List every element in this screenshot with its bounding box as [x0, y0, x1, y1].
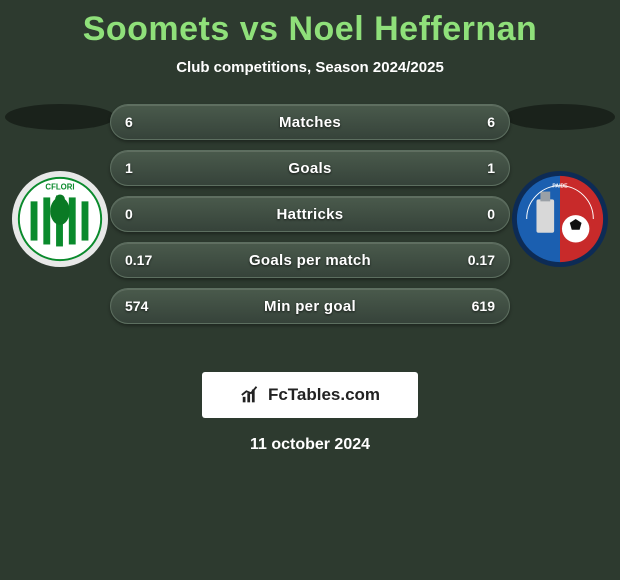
- page-title: Soomets vs Noel Heffernan: [0, 0, 620, 49]
- stat-row-matches: 6 Matches 6: [110, 104, 510, 140]
- right-team-badge: PAIDE: [511, 170, 609, 268]
- right-player-column: PAIDE: [500, 104, 620, 268]
- stat-left-value: 0: [125, 206, 133, 222]
- stat-right-value: 619: [472, 298, 495, 314]
- team-badge-icon: PAIDE: [511, 170, 609, 268]
- stat-row-goals: 1 Goals 1: [110, 150, 510, 186]
- svg-text:PAIDE: PAIDE: [552, 184, 568, 190]
- comparison-panel: CFLORI PAIDE 6 Matches 6 1: [0, 104, 620, 354]
- player-shadow: [5, 104, 115, 130]
- left-player-column: CFLORI: [0, 104, 120, 268]
- stat-left-value: 1: [125, 160, 133, 176]
- stat-left-value: 574: [125, 298, 148, 314]
- stat-left-value: 0.17: [125, 252, 152, 268]
- stat-right-value: 0: [487, 206, 495, 222]
- svg-text:CFLORI: CFLORI: [45, 183, 74, 192]
- subtitle: Club competitions, Season 2024/2025: [0, 59, 620, 76]
- branding-link[interactable]: FcTables.com: [202, 372, 418, 418]
- stat-row-hattricks: 0 Hattricks 0: [110, 196, 510, 232]
- date-label: 11 october 2024: [0, 436, 620, 454]
- stat-label: Min per goal: [264, 298, 356, 315]
- stat-right-value: 0.17: [468, 252, 495, 268]
- stat-label: Goals: [288, 160, 331, 177]
- stat-label: Hattricks: [277, 206, 344, 223]
- stat-right-value: 1: [487, 160, 495, 176]
- left-team-badge: CFLORI: [11, 170, 109, 268]
- chart-icon: [240, 384, 262, 406]
- stat-label: Matches: [279, 114, 341, 131]
- stat-row-goals-per-match: 0.17 Goals per match 0.17: [110, 242, 510, 278]
- team-badge-icon: CFLORI: [11, 170, 109, 268]
- stat-left-value: 6: [125, 114, 133, 130]
- stat-row-min-per-goal: 574 Min per goal 619: [110, 288, 510, 324]
- player-shadow: [505, 104, 615, 130]
- branding-text: FcTables.com: [268, 385, 380, 405]
- stats-list: 6 Matches 6 1 Goals 1 0 Hattricks 0 0.17…: [110, 104, 510, 334]
- stat-label: Goals per match: [249, 252, 371, 269]
- stat-right-value: 6: [487, 114, 495, 130]
